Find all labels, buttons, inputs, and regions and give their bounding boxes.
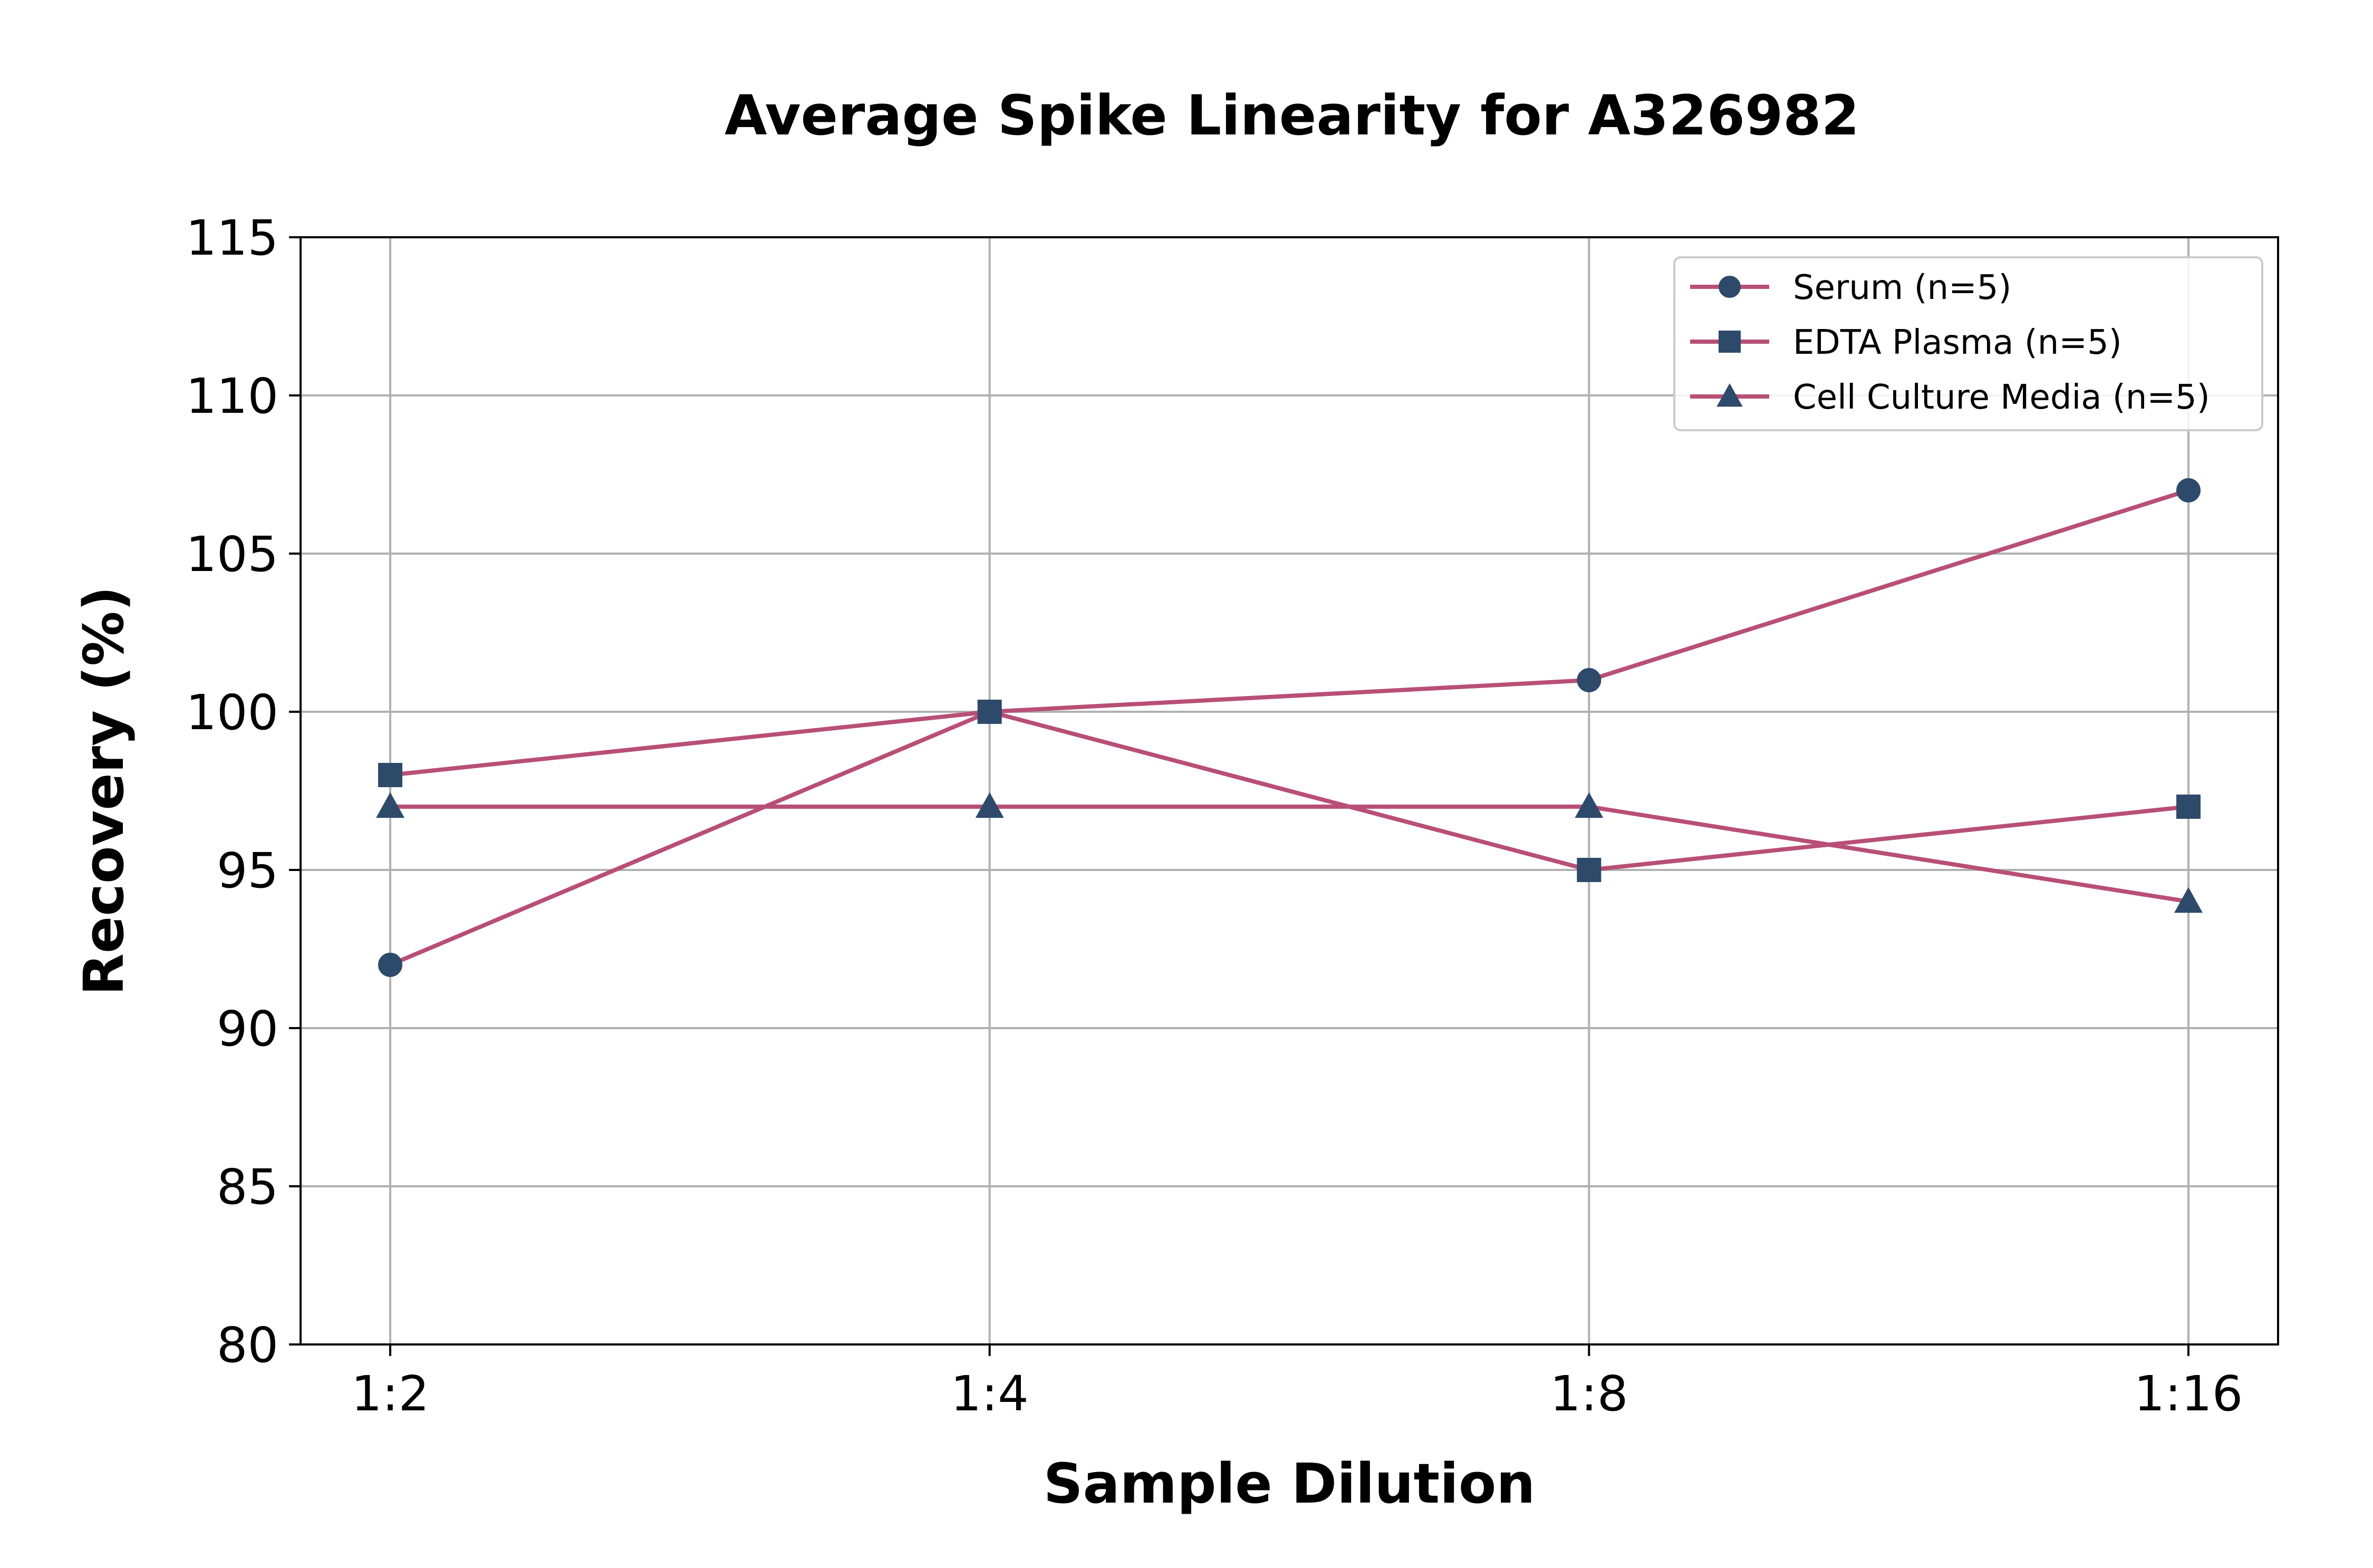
legend-item: Cell Culture Media (n=5) bbox=[1690, 378, 2210, 417]
legend-marker-circle bbox=[1719, 276, 1741, 298]
series-group bbox=[376, 478, 2203, 977]
y-axis-label: Recovery (%) bbox=[72, 586, 136, 996]
data-point-square bbox=[2176, 795, 2201, 819]
data-point-square bbox=[1577, 858, 1602, 882]
legend-box bbox=[1673, 256, 2263, 431]
series-1 bbox=[390, 710, 2189, 872]
y-tick-label: 95 bbox=[217, 843, 278, 899]
series-line bbox=[389, 488, 2189, 967]
x-tick-label: 1:8 bbox=[1550, 1366, 1628, 1422]
legend-marker-triangle bbox=[1716, 383, 1743, 407]
legend-label: Serum (n=5) bbox=[1793, 268, 2011, 307]
legend-item: EDTA Plasma (n=5) bbox=[1690, 323, 2122, 362]
y-tick-label: 80 bbox=[217, 1317, 278, 1373]
y-tick-label: 110 bbox=[186, 368, 278, 424]
legend-item: Serum (n=5) bbox=[1690, 268, 2011, 307]
y-axis-ticks: 80 85 90 95 100 105 110 115 bbox=[186, 210, 301, 1373]
data-point-square bbox=[977, 700, 1002, 724]
series-line bbox=[390, 805, 2189, 904]
x-tick-label: 1:16 bbox=[2134, 1366, 2243, 1422]
series-0 bbox=[389, 488, 2189, 967]
data-point-circle bbox=[2176, 478, 2201, 502]
y-tick-label: 105 bbox=[186, 526, 278, 583]
y-tick-label: 115 bbox=[186, 210, 278, 266]
legend-marker-square bbox=[1719, 331, 1741, 353]
x-tick-label: 1:2 bbox=[351, 1366, 429, 1422]
data-point-circle bbox=[378, 953, 402, 977]
data-point-triangle bbox=[1575, 792, 1604, 818]
chart-title: Average Spike Linearity for A326982 bbox=[725, 83, 1859, 148]
y-tick-label: 100 bbox=[186, 684, 278, 741]
x-axis-ticks: 1:2 1:4 1:8 1:16 bbox=[351, 1344, 2243, 1422]
x-tick-label: 1:4 bbox=[951, 1366, 1029, 1422]
series-markers-2 bbox=[376, 792, 2203, 913]
series-markers-1 bbox=[378, 700, 2201, 882]
plot-area-frame bbox=[300, 236, 2279, 1346]
x-axis-label: Sample Dilution bbox=[1044, 1451, 1536, 1516]
data-point-triangle bbox=[376, 792, 404, 818]
data-point-square bbox=[378, 763, 402, 787]
legend-label: Cell Culture Media (n=5) bbox=[1793, 378, 2210, 417]
data-point-circle bbox=[1577, 668, 1602, 692]
data-point-triangle bbox=[2174, 887, 2203, 913]
data-point-triangle bbox=[975, 792, 1004, 818]
y-tick-label: 85 bbox=[217, 1159, 278, 1215]
y-tick-label: 90 bbox=[217, 1001, 278, 1057]
legend-label: EDTA Plasma (n=5) bbox=[1793, 323, 2122, 362]
series-line bbox=[390, 710, 2189, 872]
legend: Serum (n=5) EDTA Plasma (n=5) Cell Culture… bbox=[1673, 256, 2263, 431]
series-2 bbox=[390, 805, 2189, 904]
